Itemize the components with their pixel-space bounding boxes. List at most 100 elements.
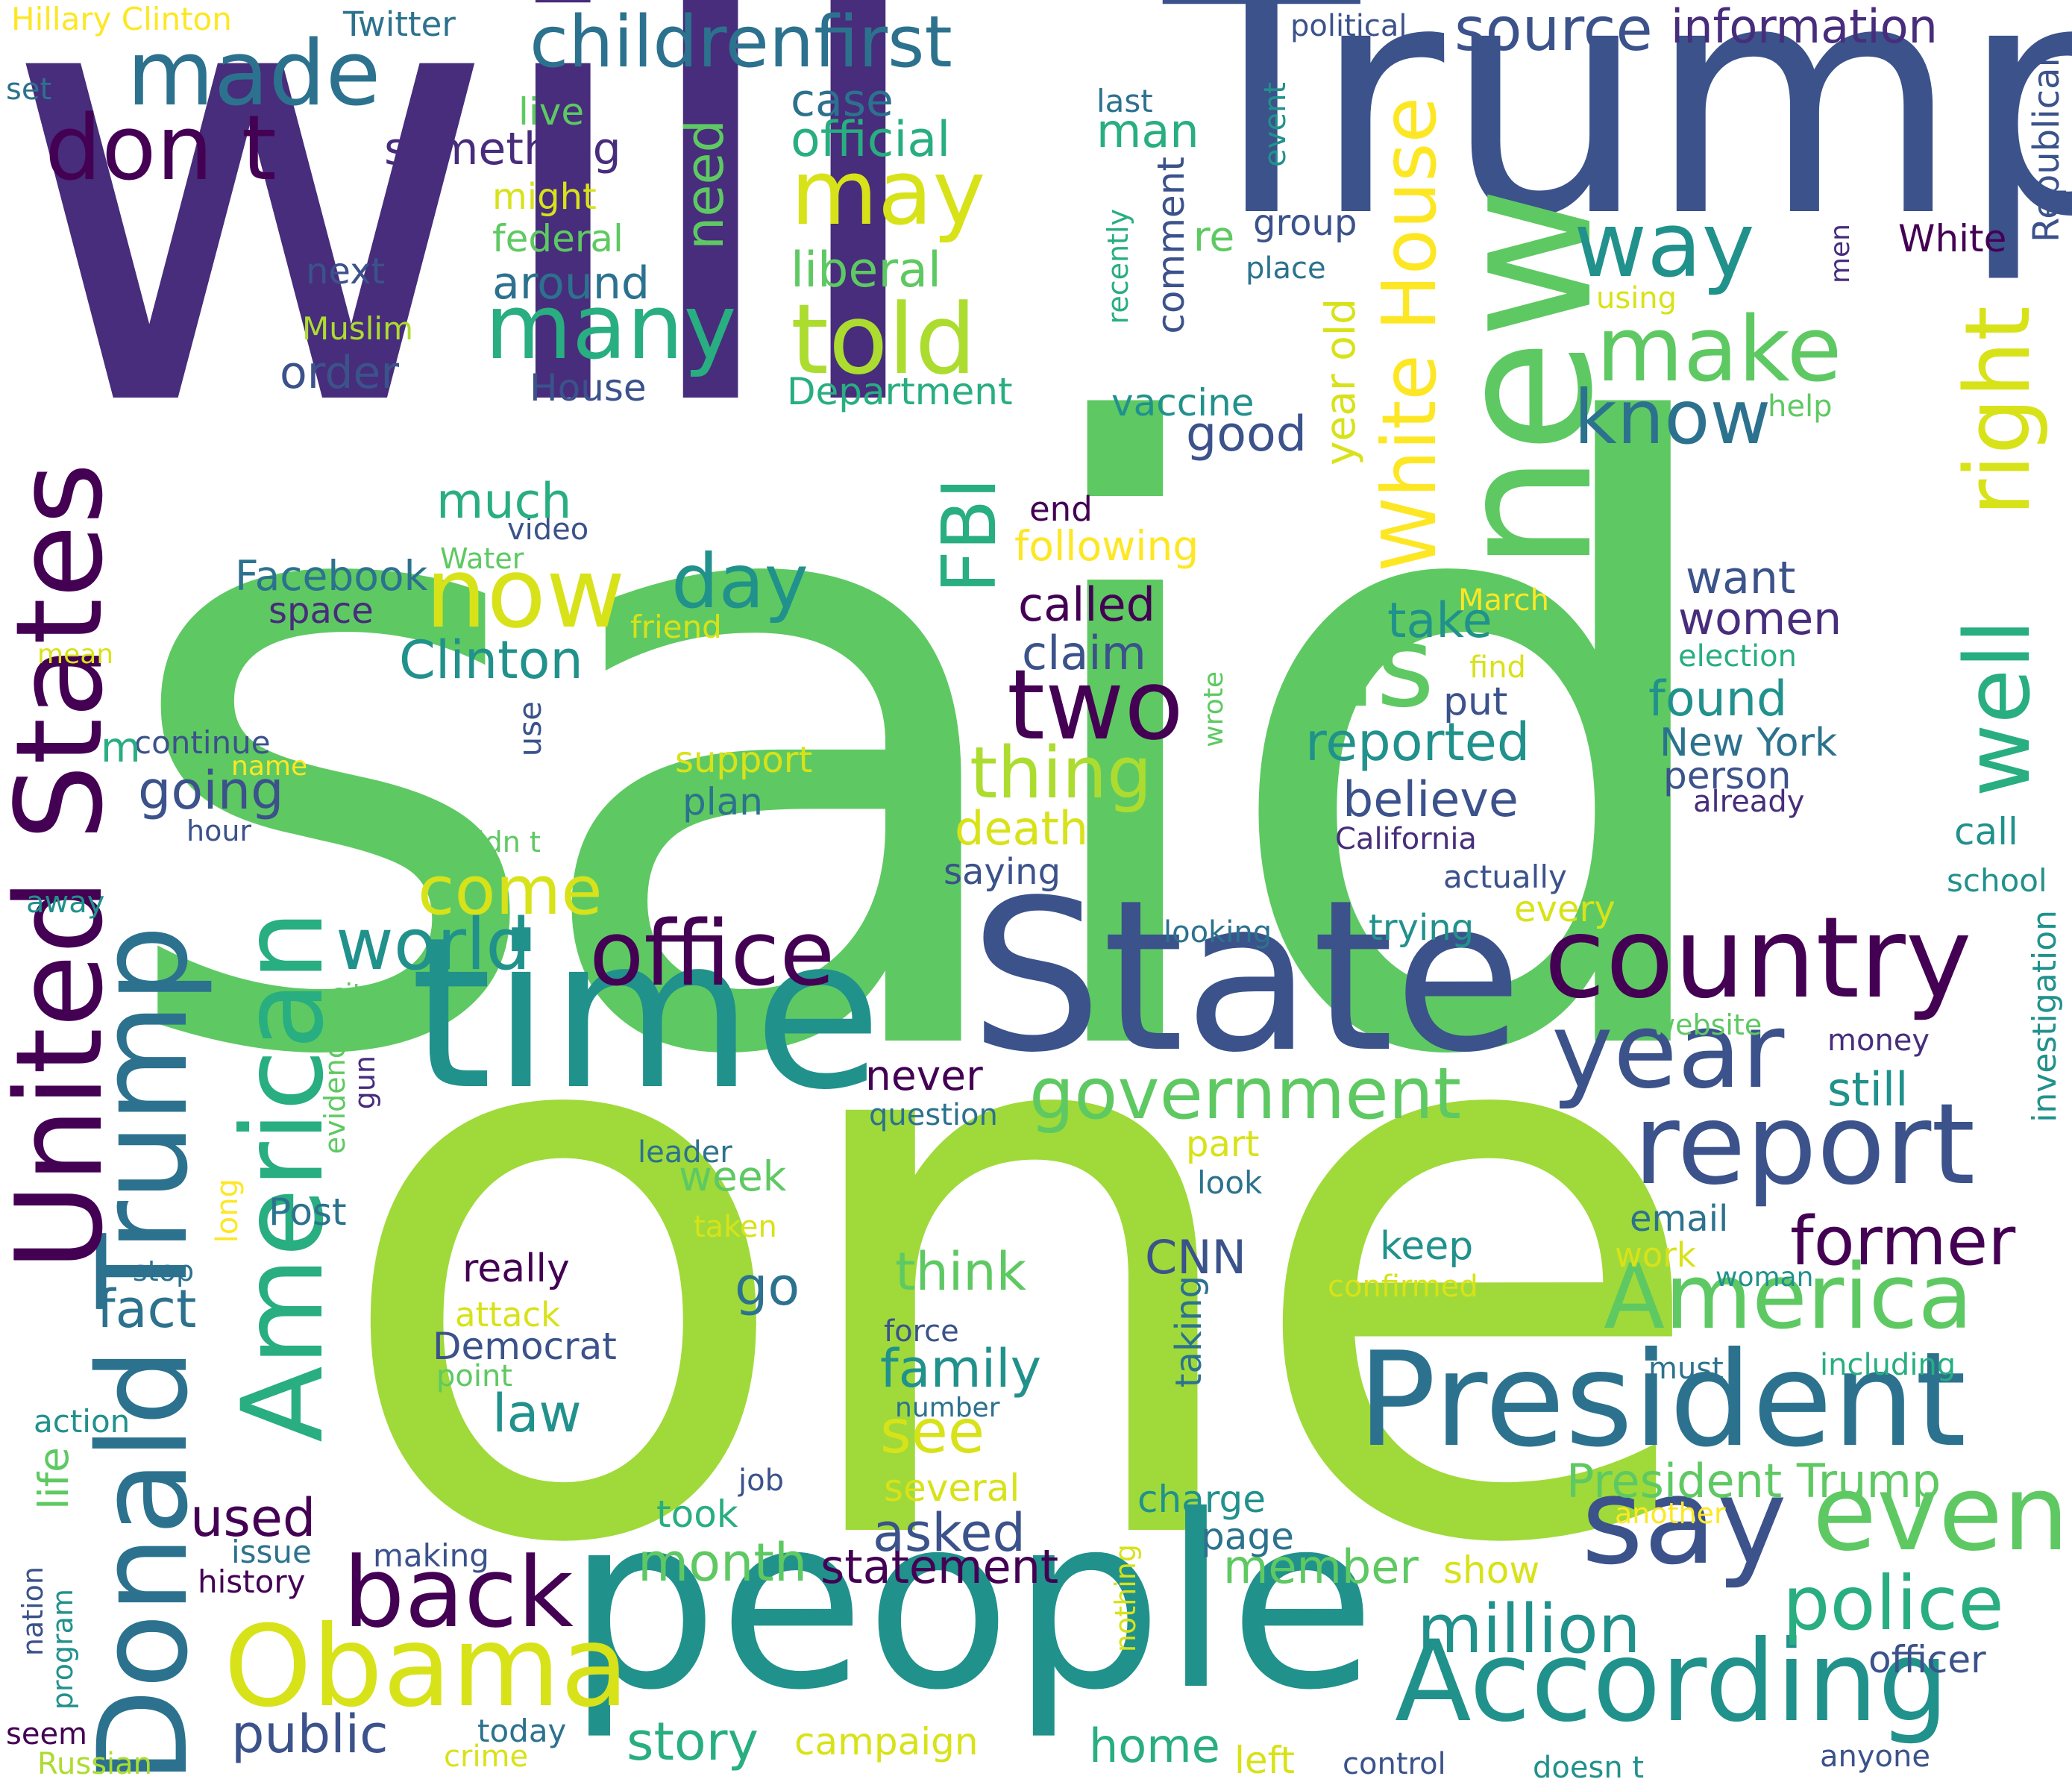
word-really: really bbox=[462, 1246, 570, 1291]
word-public: public bbox=[231, 1704, 389, 1765]
word-member: member bbox=[1223, 1540, 1419, 1594]
word-school: school bbox=[1947, 862, 2047, 899]
word-women: women bbox=[1678, 593, 1842, 645]
word-end: end bbox=[1029, 489, 1093, 529]
word-fact: fact bbox=[97, 1279, 197, 1340]
word-life: life bbox=[30, 1447, 78, 1510]
word-re: re bbox=[1193, 213, 1235, 260]
word-country: country bbox=[1544, 894, 1972, 1023]
word-making: making bbox=[373, 1537, 489, 1574]
word-need: need bbox=[674, 119, 735, 250]
word-email: email bbox=[1630, 1198, 1729, 1240]
word-hillary-clinton: Hillary Clinton bbox=[11, 1, 232, 37]
word-way: way bbox=[1574, 194, 1755, 298]
word-money: money bbox=[1827, 1023, 1930, 1058]
word-world: world bbox=[336, 904, 531, 986]
word-find: find bbox=[1469, 650, 1526, 685]
word-page: page bbox=[1201, 1515, 1294, 1558]
word-federal: federal bbox=[492, 217, 624, 260]
word-reported: reported bbox=[1305, 712, 1531, 773]
word-right: right bbox=[1947, 306, 2050, 516]
word-stop: stop bbox=[133, 1255, 195, 1287]
word-see: see bbox=[880, 1397, 985, 1466]
word-mean: mean bbox=[37, 639, 114, 670]
word-death: death bbox=[955, 801, 1089, 856]
word-person: person bbox=[1663, 754, 1792, 797]
word-good: good bbox=[1186, 407, 1307, 462]
word-childrenfirst: childrenfirst bbox=[530, 1, 952, 84]
word-come: come bbox=[418, 852, 603, 930]
word-website: website bbox=[1652, 1008, 1762, 1041]
word-taken: taken bbox=[694, 1210, 777, 1244]
word-work: work bbox=[1615, 1235, 1696, 1275]
word-looking: looking bbox=[1164, 915, 1272, 950]
word-trump: Trump bbox=[1164, 0, 2072, 287]
word-doesnt: doesn t bbox=[1533, 1751, 1645, 1782]
word-fbi: FBI bbox=[926, 477, 1013, 594]
word-much: much bbox=[436, 474, 572, 530]
word-part: part bbox=[1186, 1123, 1260, 1165]
word-united-states: United States bbox=[0, 462, 129, 1271]
word-year-old: year old bbox=[1316, 298, 1364, 466]
word-seem: seem bbox=[6, 1717, 88, 1751]
word-m: m bbox=[101, 724, 141, 771]
word-now: now bbox=[425, 536, 626, 650]
word-didnt: didn t bbox=[459, 826, 541, 859]
word-order: order bbox=[280, 347, 399, 399]
word-live: live bbox=[518, 90, 585, 134]
word-next: next bbox=[306, 251, 386, 292]
word-one: one bbox=[328, 817, 1713, 1711]
word-new-york: New York bbox=[1660, 721, 1838, 765]
word-still: still bbox=[1827, 1062, 1909, 1117]
word-day: day bbox=[671, 538, 809, 625]
word-white: White bbox=[1898, 217, 2007, 260]
word-muslim: Muslim bbox=[302, 310, 413, 347]
word-left: left bbox=[1234, 1739, 1295, 1782]
word-think: think bbox=[895, 1241, 1027, 1302]
word-vaccine: vaccine bbox=[1111, 381, 1255, 424]
word-year: year bbox=[1551, 991, 1785, 1112]
word-post: Post bbox=[269, 1190, 347, 1234]
word-already: already bbox=[1693, 785, 1805, 819]
word-will: will bbox=[0, 0, 943, 542]
word-nation: nation bbox=[16, 1566, 49, 1657]
word-use: use bbox=[512, 701, 548, 757]
word-wrote: wrote bbox=[1199, 671, 1229, 747]
word-look: look bbox=[1197, 1164, 1263, 1201]
word-water: Water bbox=[440, 542, 524, 575]
word-call: call bbox=[1954, 810, 2018, 853]
word-found: found bbox=[1648, 671, 1788, 727]
word-department: Department bbox=[787, 370, 1013, 413]
word-week: week bbox=[679, 1152, 787, 1200]
word-several: several bbox=[884, 1466, 1020, 1510]
word-told: told bbox=[791, 283, 977, 396]
word-democrat: Democrat bbox=[433, 1325, 617, 1368]
word-continue: continue bbox=[134, 724, 271, 761]
word-want: want bbox=[1686, 552, 1796, 604]
word-people: people bbox=[567, 1465, 1376, 1742]
word-source: source bbox=[1454, 0, 1653, 64]
word-recently: recently bbox=[1102, 209, 1134, 324]
word-point: point bbox=[436, 1359, 513, 1393]
word-official: official bbox=[791, 112, 951, 168]
word-including: including bbox=[1820, 1348, 1956, 1382]
word-made: made bbox=[127, 22, 381, 126]
word-taking: taking bbox=[1168, 1276, 1210, 1388]
word-believe: believe bbox=[1343, 772, 1519, 828]
word-used: used bbox=[190, 1487, 316, 1549]
word-many: many bbox=[485, 276, 737, 380]
word-election: election bbox=[1678, 639, 1797, 674]
word-report: report bbox=[1633, 1080, 1976, 1210]
word-using: using bbox=[1596, 281, 1677, 316]
word-actually: actually bbox=[1443, 859, 1567, 895]
word-hour: hour bbox=[186, 815, 252, 847]
word-obama: Obama bbox=[224, 1602, 630, 1732]
word-keep: keep bbox=[1380, 1224, 1474, 1269]
word-investigation: investigation bbox=[2026, 910, 2064, 1123]
word-officer: officer bbox=[1868, 1638, 1986, 1681]
word-say: say bbox=[1581, 1452, 1788, 1591]
word-trying: trying bbox=[1369, 907, 1475, 949]
word-control: control bbox=[1343, 1747, 1446, 1781]
word-around: around bbox=[492, 257, 650, 310]
word-another: another bbox=[1615, 1497, 1726, 1530]
